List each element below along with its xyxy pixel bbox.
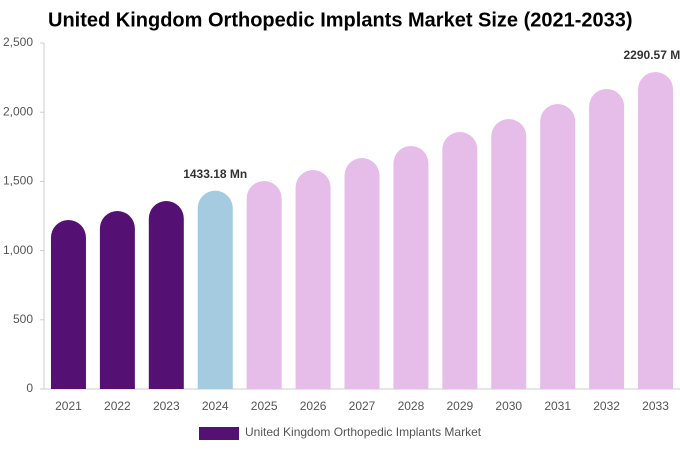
x-tick-label: 2029 (446, 399, 473, 413)
bar (99, 211, 135, 389)
chart-title: United Kingdom Orthopedic Implants Marke… (48, 9, 633, 31)
bar (540, 104, 576, 390)
y-tick-label: 2,000 (3, 104, 33, 118)
bar (393, 145, 429, 389)
bar (638, 71, 674, 390)
x-tick-label: 2031 (544, 399, 571, 413)
x-tick-label: 2023 (153, 399, 180, 413)
bar (442, 131, 478, 389)
x-tick-label: 2024 (202, 399, 229, 413)
bar (344, 158, 380, 389)
bar (589, 88, 625, 390)
bar (246, 180, 282, 389)
y-tick-label: 1,500 (3, 174, 33, 188)
x-tick-label: 2022 (104, 399, 131, 413)
bar (491, 118, 527, 389)
x-tick-label: 2027 (349, 399, 376, 413)
bar (148, 201, 184, 389)
x-tick-label: 2025 (251, 399, 278, 413)
y-tick-label: 0 (26, 381, 33, 395)
y-tick-label: 2,500 (3, 35, 33, 49)
bar (50, 220, 86, 389)
y-tick-label: 500 (13, 312, 33, 326)
x-tick-label: 2032 (593, 399, 620, 413)
bar (295, 170, 331, 389)
bar (197, 190, 233, 389)
x-tick-label: 2021 (55, 399, 82, 413)
data-label: 2290.57 Mn (624, 48, 680, 62)
x-tick-label: 2026 (300, 399, 327, 413)
x-tick-label: 2030 (495, 399, 522, 413)
y-tick-label: 1,000 (3, 243, 33, 257)
x-tick-label: 2033 (642, 399, 669, 413)
legend-swatch (199, 427, 239, 440)
x-tick-label: 2028 (398, 399, 425, 413)
data-label: 1433.18 Mn (183, 167, 247, 181)
legend-label: United Kingdom Orthopedic Implants Marke… (245, 425, 482, 439)
